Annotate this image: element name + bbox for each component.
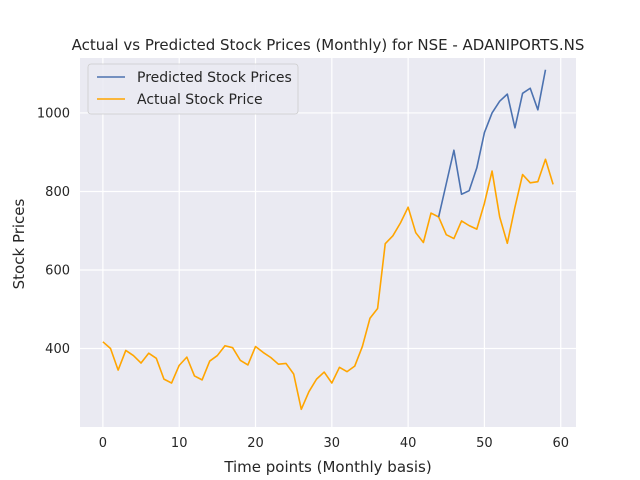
series-layer — [102, 69, 554, 411]
y-tick-label: 400 — [45, 342, 70, 357]
x-tick-label: 60 — [552, 436, 569, 451]
y-tick-label: 800 — [45, 185, 70, 200]
y-tick-labels: 400 600 800 1000 — [37, 106, 70, 357]
x-axis-title: Time points (Monthly basis) — [223, 458, 431, 476]
y-tick-label: 600 — [45, 263, 70, 278]
plot-area — [80, 58, 576, 427]
x-tick-label: 50 — [476, 436, 493, 451]
legend-label: Predicted Stock Prices — [137, 70, 292, 86]
y-tick-label: 1000 — [37, 106, 70, 121]
x-tick-label: 20 — [247, 436, 264, 451]
legend: Predicted Stock Prices Actual Stock Price — [87, 63, 299, 115]
x-tick-label: 30 — [324, 436, 341, 451]
legend-label: Actual Stock Price — [137, 92, 263, 108]
grid-lines — [80, 58, 576, 427]
legend-box — [87, 63, 299, 115]
series-line-predicted-stock-prices — [437, 69, 547, 218]
chart-title: Actual vs Predicted Stock Prices (Monthl… — [72, 36, 585, 54]
x-tick-label: 10 — [171, 436, 188, 451]
x-tick-label: 40 — [400, 436, 417, 451]
x-tick-labels: 0 10 20 30 40 50 60 — [99, 436, 569, 451]
x-tick-label: 0 — [99, 436, 107, 451]
y-axis-title: Stock Prices — [10, 198, 28, 289]
series-line-actual-stock-price — [102, 158, 554, 411]
